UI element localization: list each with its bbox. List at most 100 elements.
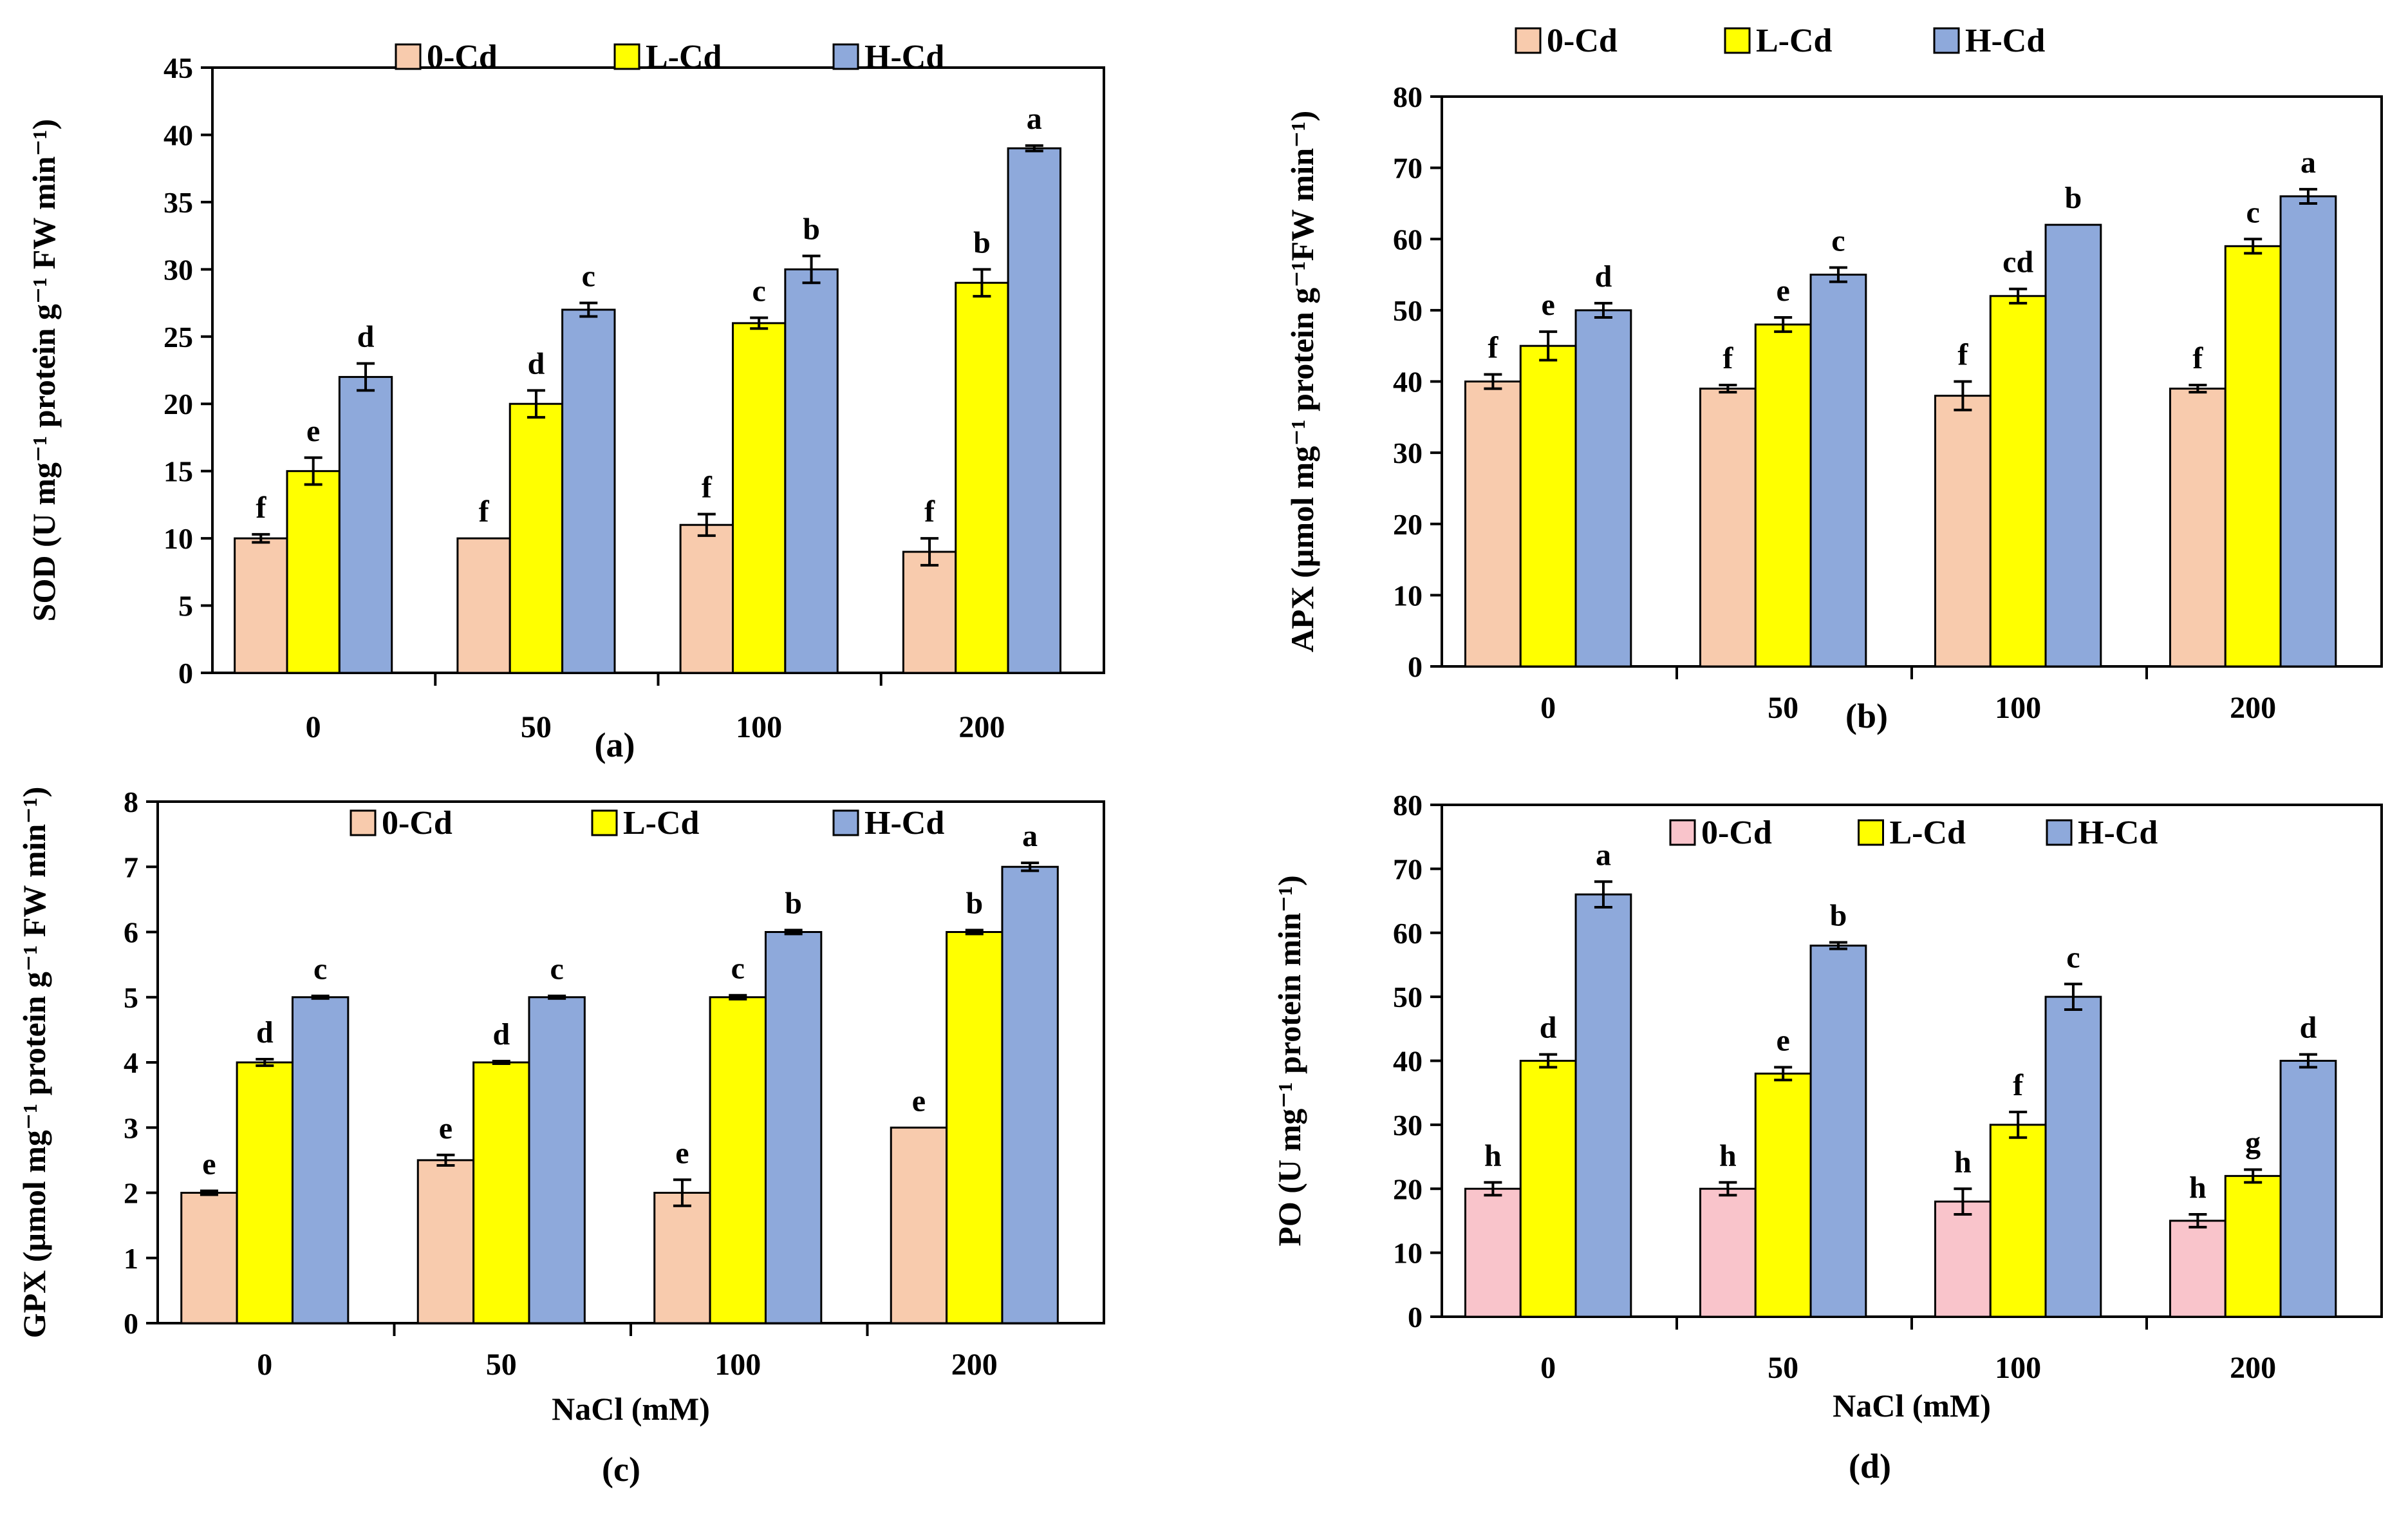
legend-swatch-0-cd [350, 809, 377, 836]
significance-letter: f [1957, 338, 1968, 372]
y-axis-label: SOD (U mg⁻¹ protein g⁻¹ FW min⁻¹) [26, 119, 62, 622]
legend-label: 0-Cd [1547, 23, 1618, 59]
y-axis-label: APX (µmol mg⁻¹ protein g⁻¹FW min⁻¹) [1284, 111, 1320, 652]
y-tick-label: 30 [163, 253, 193, 286]
x-tick-label: 50 [1768, 691, 1798, 725]
y-tick-label: 50 [1393, 981, 1423, 1013]
legend-label: H-Cd [864, 805, 944, 842]
x-axis-label: NaCl (mM) [552, 1391, 710, 1427]
significance-letter: e [1542, 288, 1555, 322]
bar-0-cd-100 [1934, 1200, 1992, 1318]
bar-h-cd-50 [528, 996, 586, 1324]
chart-panel-a: 0 5 10 15 20 25 30 35 40 45 f e d 0 f d c 50 f c b 100 f b a 200 0… [26, 39, 1105, 764]
y-tick-label: 15 [163, 455, 193, 488]
bar-l-cd-100 [1989, 295, 2047, 668]
bar-h-cd-200 [1007, 147, 1061, 674]
significance-letter: h [1484, 1138, 1502, 1172]
significance-letter: f [1722, 341, 1733, 375]
bar-0-cd-100 [1934, 395, 1992, 668]
bar-0-cd-0 [1464, 381, 1522, 668]
bar-l-cd-200 [2224, 245, 2282, 668]
bar-l-cd-50 [472, 1061, 530, 1324]
significance-letter: b [973, 225, 991, 259]
bar-0-cd-100 [679, 523, 734, 674]
y-tick-label: 40 [163, 118, 193, 151]
y-tick-label: 0 [1408, 650, 1423, 683]
significance-letter: d [492, 1017, 510, 1051]
legend-swatch-l-cd [591, 809, 618, 836]
legend-swatch-0-cd [395, 43, 422, 70]
legend-swatch-h-cd [832, 43, 859, 70]
y-tick-label: 1 [124, 1242, 138, 1275]
bar-0-cd-200 [902, 551, 957, 674]
panel-label: (b) [1845, 697, 1888, 735]
bar-l-cd-50 [509, 402, 564, 674]
significance-letter: f [924, 494, 935, 529]
legend-label: L-Cd [1890, 815, 1966, 851]
x-tick-label: 100 [714, 1348, 761, 1382]
panel-label: (c) [602, 1450, 640, 1489]
bar-l-cd-200 [2224, 1174, 2282, 1318]
bar-0-cd-0 [234, 537, 288, 674]
significance-letter: f [256, 491, 266, 525]
x-tick-label: 200 [2230, 691, 2276, 725]
y-tick-label: 35 [163, 186, 193, 219]
y-tick-label: 40 [1393, 1045, 1423, 1078]
significance-letter: c [313, 952, 327, 986]
panel-label: (d) [1849, 1447, 1891, 1485]
significance-letter: c [550, 952, 564, 986]
bar-0-cd-50 [456, 537, 511, 674]
bar-h-cd-200 [2279, 195, 2337, 668]
significance-letter: f [1488, 330, 1498, 364]
y-tick-label: 60 [1393, 223, 1423, 256]
legend-label: H-Cd [1965, 23, 2045, 59]
bar-l-cd-100 [1989, 1124, 2047, 1318]
bar-0-cd-50 [1699, 388, 1757, 668]
chart-panel-d: 0 10 20 30 40 50 60 70 80 h d a 0 h e b 50 h f c 100 h g d 200 0-… [1271, 789, 2383, 1485]
bar-0-cd-50 [416, 1159, 475, 1324]
legend-swatch-l-cd [1858, 819, 1884, 846]
legend-label: 0-Cd [1701, 815, 1772, 851]
x-tick-label: 100 [1995, 691, 2041, 725]
significance-letter: b [2065, 181, 2082, 215]
y-tick-label: 3 [124, 1111, 138, 1144]
bar-h-cd-100 [2044, 995, 2102, 1318]
y-tick-label: 10 [163, 522, 193, 555]
legend-label: L-Cd [623, 805, 700, 842]
significance-letter: f [2192, 341, 2203, 375]
y-tick-label: 20 [163, 388, 193, 420]
significance-letter: e [912, 1084, 926, 1118]
x-tick-label: 200 [2230, 1351, 2276, 1385]
chart-panel-b: 0 10 20 30 40 50 60 70 80 f e d 0 f e c 50 f cdb 100 f c a 200 0… [1284, 23, 2383, 735]
y-tick-label: 50 [1393, 294, 1423, 327]
bar-0-cd-50 [1699, 1187, 1757, 1318]
legend-swatch-0-cd [1515, 27, 1542, 54]
significance-letter: d [2300, 1011, 2317, 1045]
bar-0-cd-200 [2169, 1220, 2226, 1318]
legend-swatch-0-cd [1669, 819, 1696, 846]
significance-letter: e [1777, 274, 1790, 308]
significance-letter: a [2301, 146, 2316, 180]
bar-l-cd-50 [1754, 323, 1812, 668]
significance-letter: h [1719, 1138, 1737, 1172]
significance-letter: c [752, 274, 766, 308]
significance-letter: f [702, 471, 713, 505]
x-tick-label: 0 [1540, 1351, 1556, 1385]
x-tick-label: 100 [1995, 1351, 2041, 1385]
x-tick-label: 0 [1540, 691, 1556, 725]
y-tick-label: 45 [163, 52, 193, 84]
legend-swatch-l-cd [1724, 27, 1751, 54]
y-tick-label: 70 [1393, 852, 1423, 885]
significance-letter: e [439, 1111, 453, 1145]
x-tick-label: 50 [521, 710, 552, 744]
y-tick-label: 20 [1393, 1172, 1423, 1205]
x-tick-label: 0 [257, 1348, 272, 1382]
y-tick-label: 30 [1393, 437, 1423, 469]
bar-0-cd-200 [890, 1126, 948, 1324]
legend-swatch-h-cd [832, 809, 859, 836]
legend-label: H-Cd [864, 39, 944, 75]
significance-letter: g [2245, 1125, 2261, 1160]
legend-swatch-h-cd [2046, 819, 2073, 846]
y-tick-label: 80 [1393, 789, 1423, 822]
